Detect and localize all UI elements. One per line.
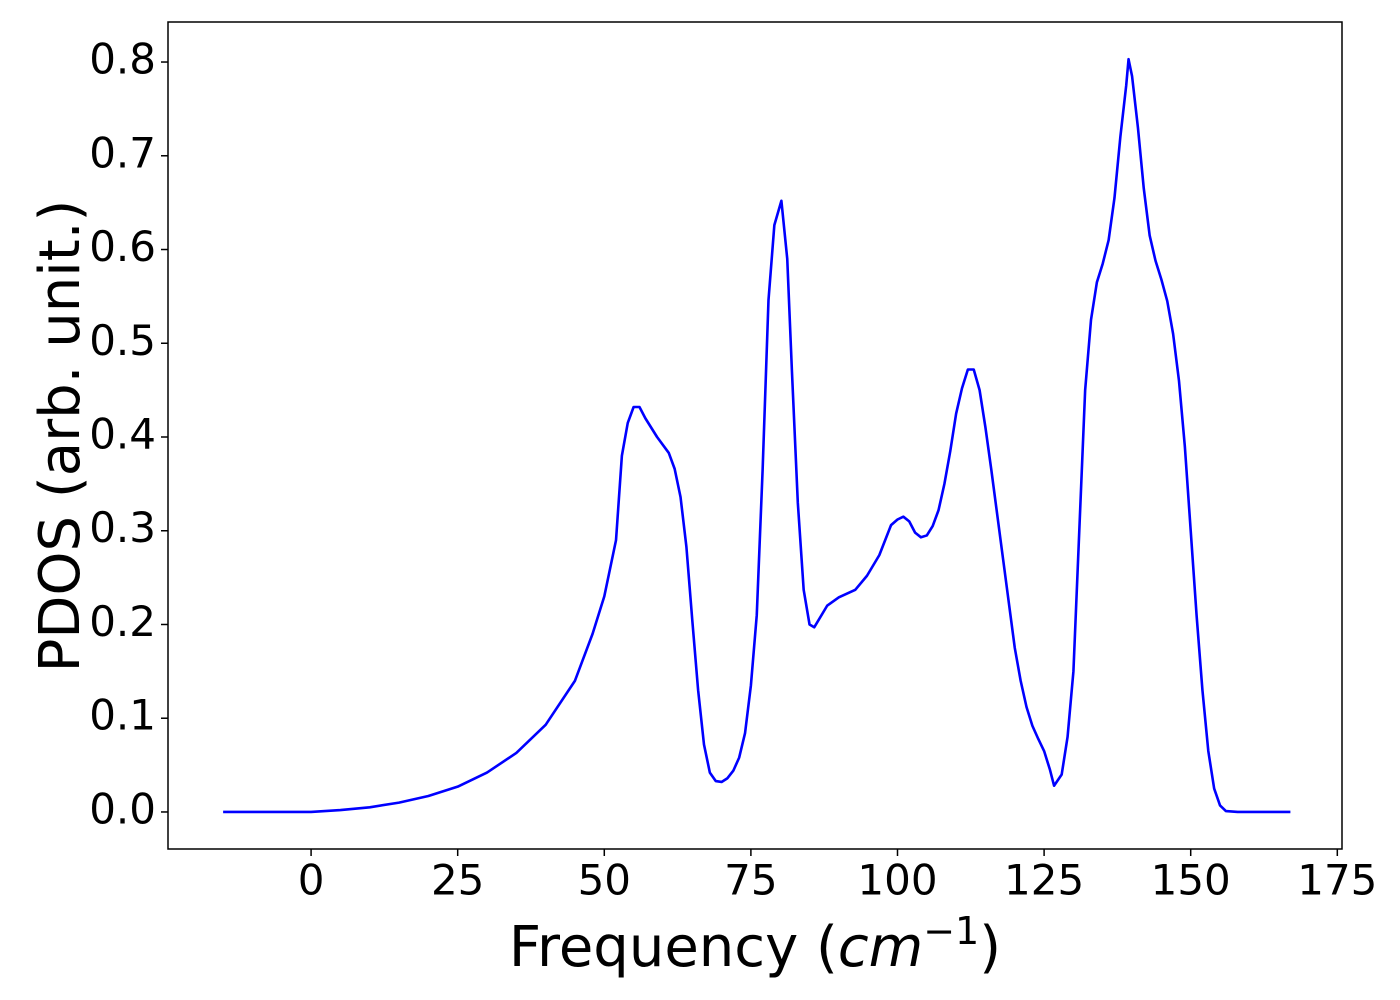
y-tick-label: 0.4 [89,409,156,458]
y-tick-label: 0.5 [89,316,156,365]
x-tick-label: 150 [1151,856,1231,905]
x-tick-label: 100 [857,856,937,905]
y-tick-label: 0.6 [89,222,156,271]
x-axis-label-part: ) [979,915,1001,980]
y-tick-label: 0.3 [89,503,156,552]
x-axis-label-unit: cm [838,915,923,980]
x-tick-label: 0 [298,856,325,905]
y-tick-label: 0.1 [89,691,156,740]
x-tick-label: 125 [1004,856,1084,905]
x-tick-label: 25 [431,856,484,905]
plot-frame [167,21,1343,850]
y-tick-label: 0.7 [89,128,156,177]
x-axis-label-exponent: −1 [923,909,979,953]
y-tick-label: 0.2 [89,597,156,646]
line-series [223,57,1291,814]
x-tick-label: 175 [1297,856,1377,905]
y-tick-label: 0.8 [89,35,156,84]
y-axis-label: PDOS (arb. unit.) [28,200,93,673]
x-axis-label: Frequency (cm−1) [509,909,1001,980]
x-tick-label: 75 [724,856,777,905]
y-tick-label: 0.0 [89,784,156,833]
x-tick-label: 50 [578,856,631,905]
x-axis-label-part: Frequency ( [509,915,838,980]
